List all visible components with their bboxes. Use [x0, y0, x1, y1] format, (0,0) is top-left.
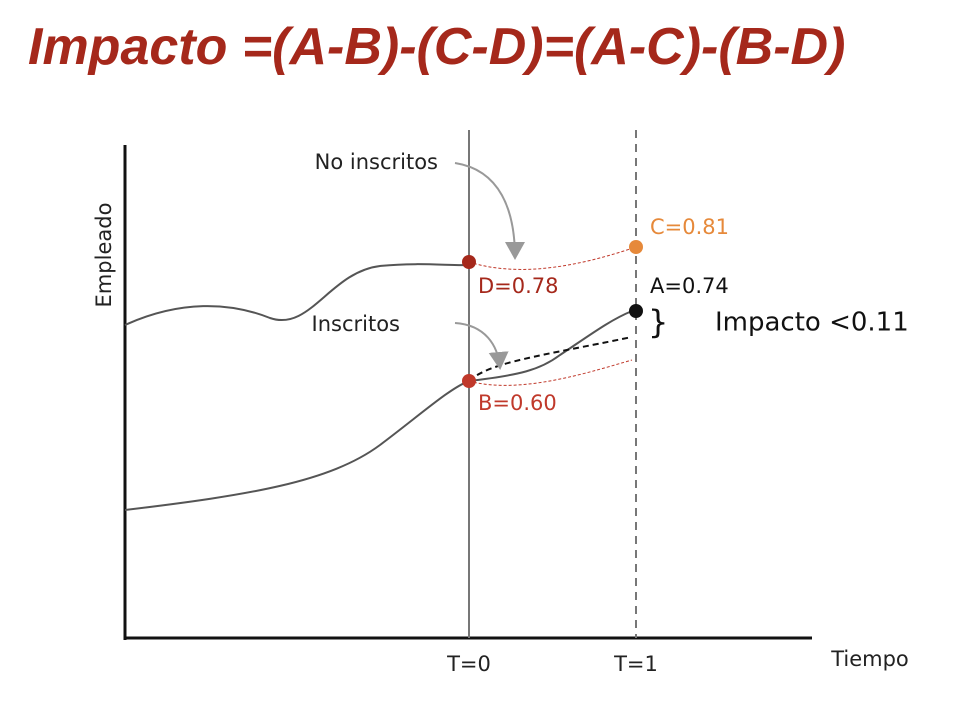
slide-title: Impacto =(A-B)-(C-D)=(A-C)-(B-D): [28, 18, 846, 76]
point-c: [629, 240, 643, 254]
point-b: [462, 374, 476, 388]
time-label: T=0: [446, 652, 491, 676]
not-enrolled-curve: [124, 263, 470, 326]
point-label: B=0.60: [478, 391, 557, 415]
enrolled-curve: [124, 310, 633, 511]
point-label: C=0.81: [650, 215, 729, 239]
counterfactual-d-c: [468, 246, 637, 270]
annotation: No inscritos: [315, 150, 438, 174]
brace: }: [648, 303, 668, 341]
point-a: [629, 304, 643, 318]
counterfactual-b: [468, 359, 633, 386]
annotation: Inscritos: [312, 312, 400, 336]
arrow: [454, 162, 525, 260]
y-axis-label: Empleado: [92, 203, 116, 308]
time-label: T=1: [613, 652, 658, 676]
impact-label: Impacto <0.11: [715, 308, 909, 338]
point-d: [462, 255, 476, 269]
arrow: [454, 322, 509, 370]
counterfactual-trend: [468, 336, 633, 382]
x-axis-label: Tiempo: [830, 647, 909, 671]
point-label: A=0.74: [650, 274, 729, 298]
point-label: D=0.78: [478, 274, 559, 298]
